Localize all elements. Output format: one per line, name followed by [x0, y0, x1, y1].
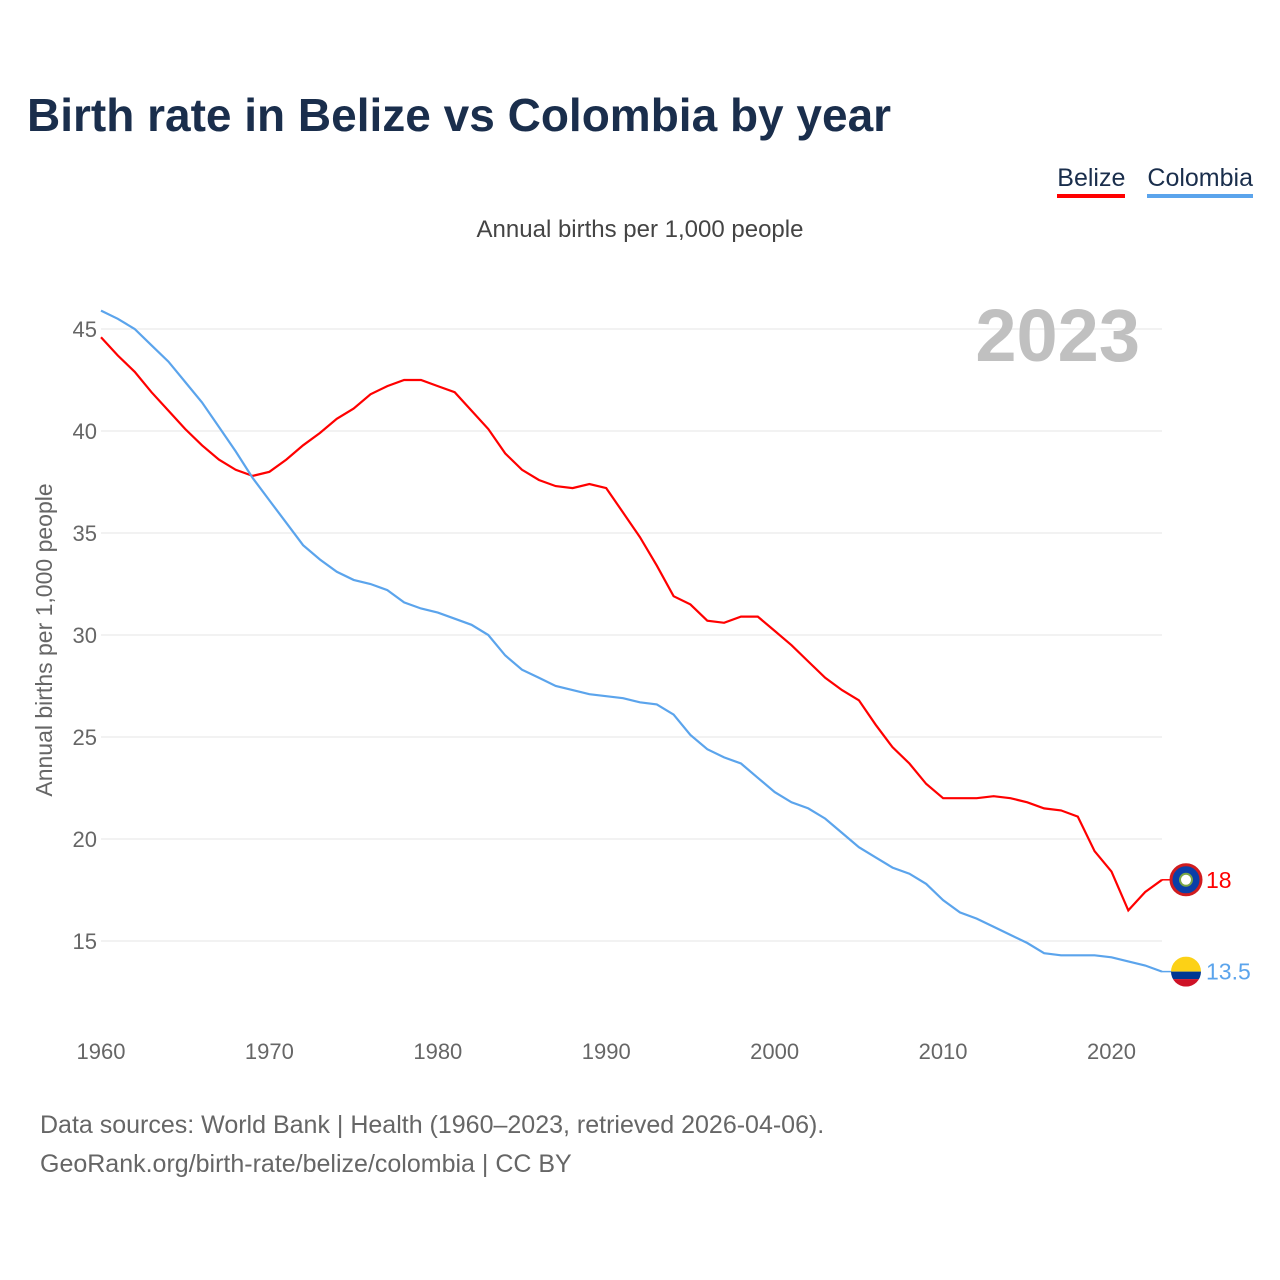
x-tick-label: 2010: [919, 1039, 968, 1064]
legend: Belize Colombia: [1057, 164, 1253, 198]
chart-title: Birth rate in Belize vs Colombia by year: [27, 89, 892, 141]
y-tick-label: 35: [73, 521, 97, 546]
y-tick-label: 25: [73, 725, 97, 750]
x-tick-label: 1970: [245, 1039, 294, 1064]
end-value-label-belize: 18: [1206, 867, 1232, 893]
x-tick-label: 1990: [582, 1039, 631, 1064]
belize-emblem-icon: [1179, 872, 1193, 887]
series-line-colombia: [100, 309, 1163, 973]
x-tick-label: 1980: [413, 1039, 462, 1064]
y-tick-label: 30: [73, 623, 97, 648]
x-tick-label: 2020: [1087, 1039, 1136, 1064]
footer: Data sources: World Bank | Health (1960–…: [40, 1106, 824, 1184]
attribution-text: GeoRank.org/birth-rate/belize/colombia |…: [40, 1150, 572, 1178]
legend-item-belize[interactable]: Belize: [1057, 164, 1126, 198]
y-tick-label: 15: [73, 929, 97, 954]
y-tick-label: 20: [73, 827, 97, 852]
x-tick-label: 1960: [77, 1039, 126, 1064]
line-chart: 15 20 25 30 35 40 45 1960 1970 1980 1990 2000 2010 20…: [31, 294, 1251, 1064]
year-label: 2023: [975, 294, 1140, 377]
legend-item-colombia[interactable]: Colombia: [1147, 164, 1253, 198]
y-axis-label: Annual births per 1,000 people: [31, 483, 57, 796]
colombia-flag-icon: [1171, 956, 1201, 987]
y-tick-label: 40: [73, 419, 97, 444]
x-tick-label: 2000: [750, 1039, 799, 1064]
y-tick-label: 45: [73, 317, 97, 342]
source-text: Data sources: World Bank | Health (1960–…: [40, 1111, 825, 1139]
series-line-belize: [100, 336, 1163, 913]
chart-subtitle: Annual births per 1,000 people: [476, 216, 804, 243]
end-value-label-colombia: 13.5: [1206, 959, 1251, 985]
